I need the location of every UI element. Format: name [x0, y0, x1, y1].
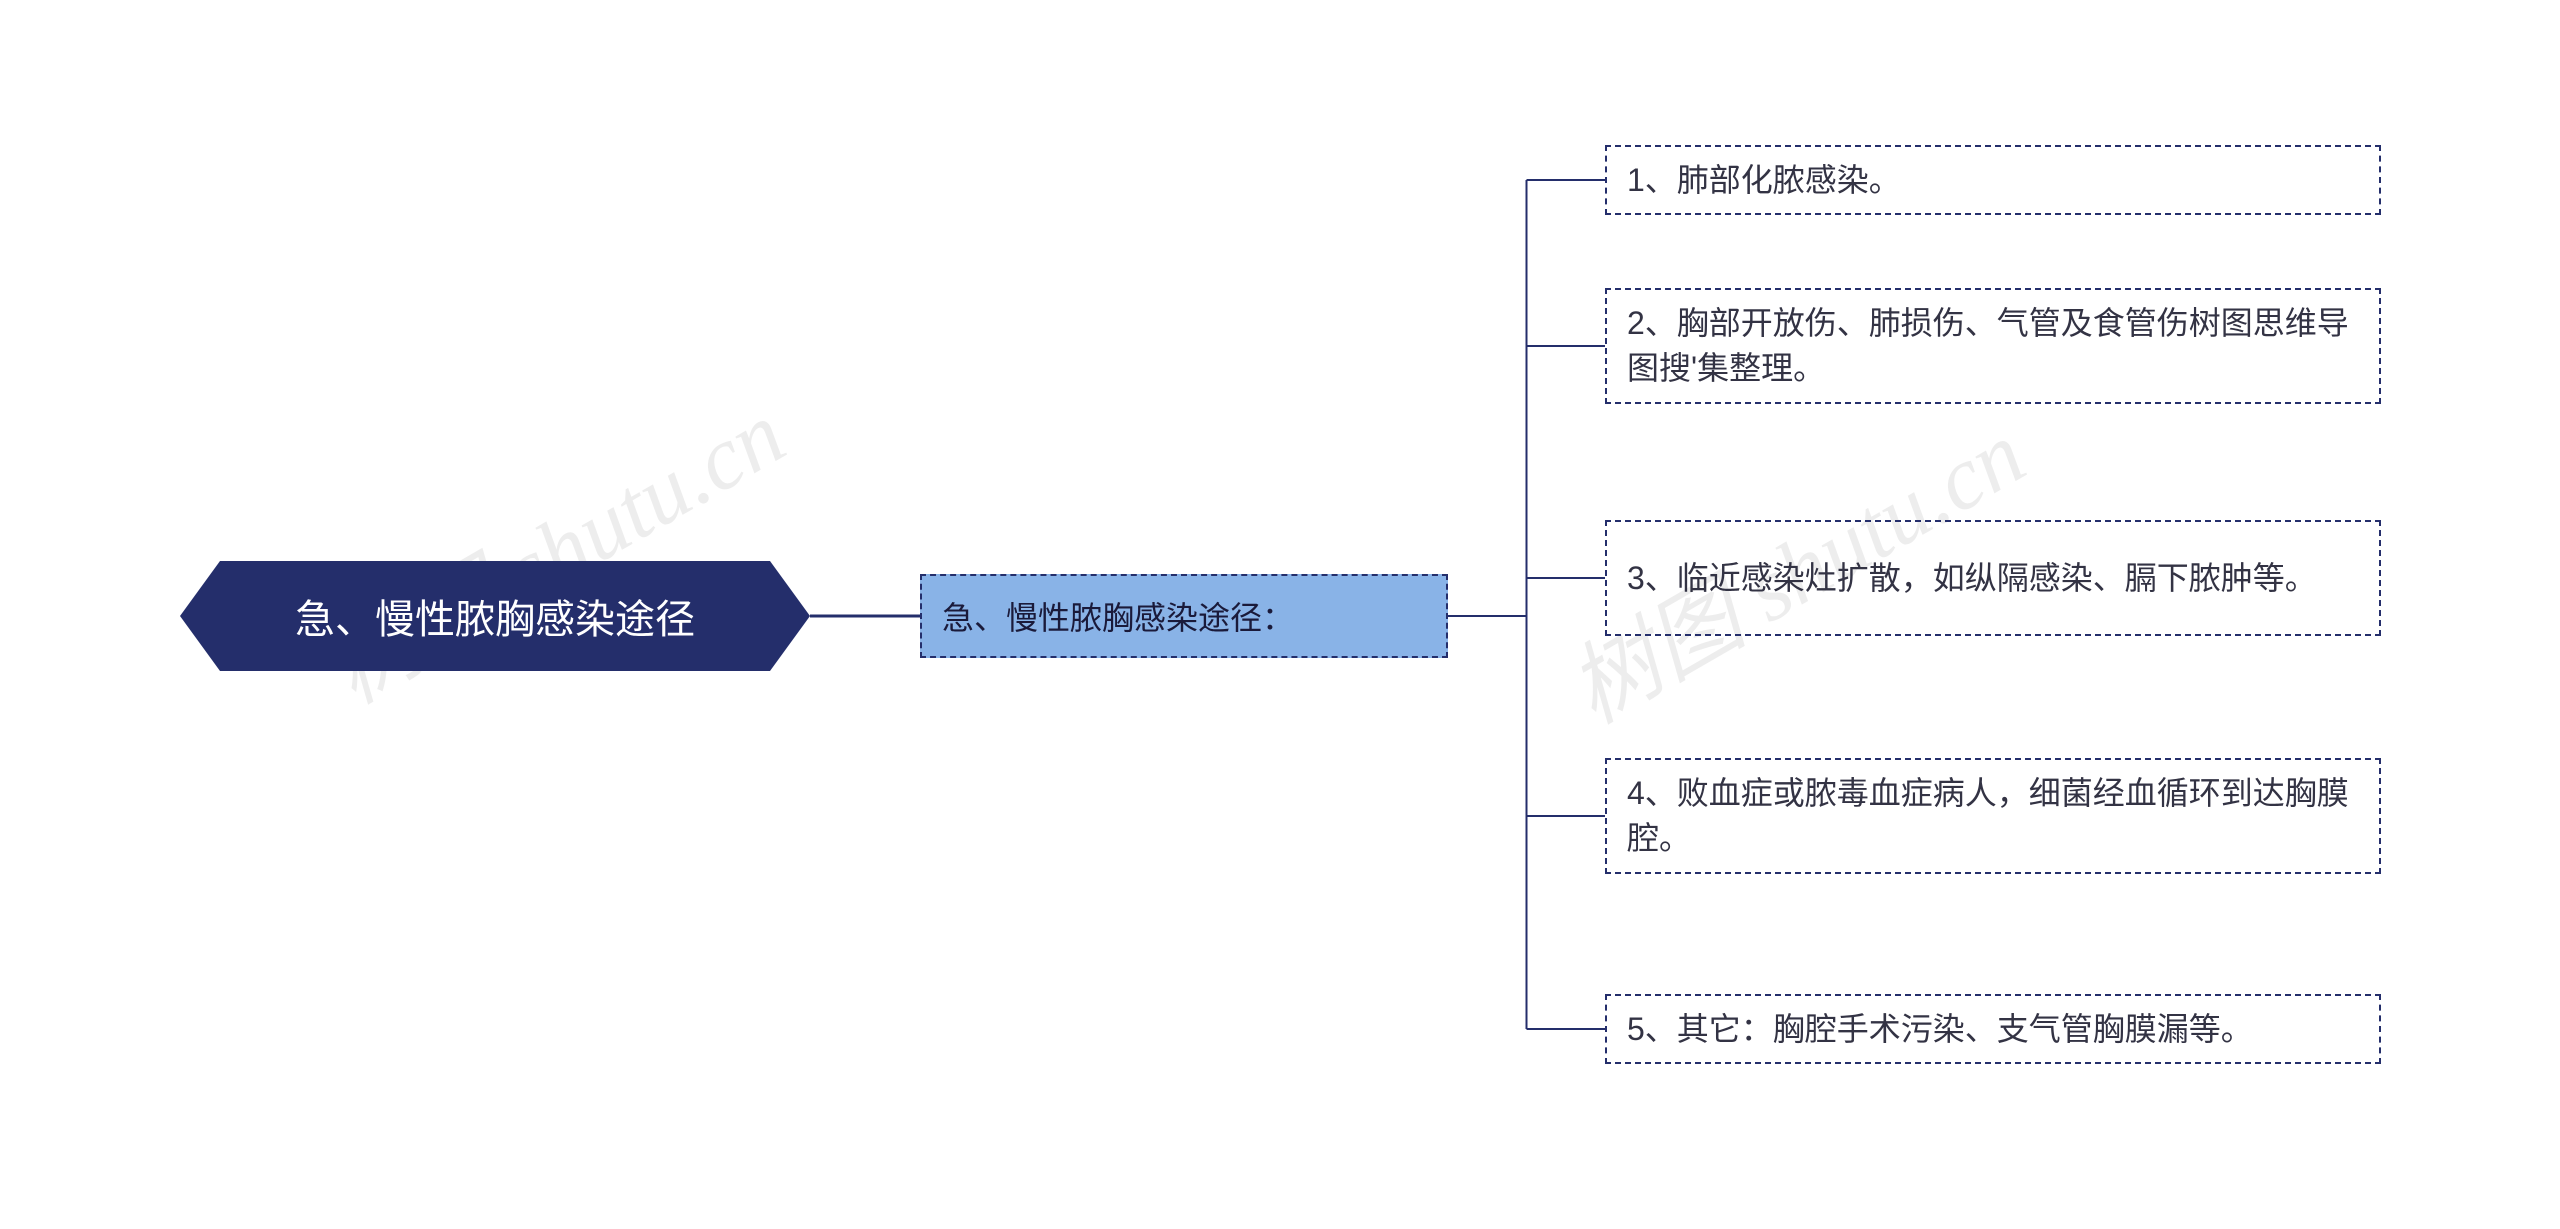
leaf-label: 5、其它：胸腔手术污染、支气管胸膜漏等。 — [1627, 1007, 2253, 1052]
leaf-node: 5、其它：胸腔手术污染、支气管胸膜漏等。 — [1605, 994, 2381, 1064]
leaf-node: 4、败血症或脓毒血症病人，细菌经血循环到达胸膜腔。 — [1605, 758, 2381, 874]
leaf-label: 1、肺部化脓感染。 — [1627, 158, 1901, 203]
leaf-label: 3、临近感染灶扩散，如纵隔感染、膈下脓肿等。 — [1627, 556, 2317, 601]
watermark: 树图 shutu.cn — [301, 362, 803, 727]
leaf-node: 2、胸部开放伤、肺损伤、气管及食管伤树图思维导图搜'集整理。 — [1605, 288, 2381, 404]
root-node: 急、慢性脓胸感染途径 — [180, 561, 810, 671]
mindmap-canvas: 树图 shutu.cn 树图 shutu.cn 急、慢性脓胸感染途径 急、慢性脓… — [0, 0, 2560, 1229]
root-label: 急、慢性脓胸感染途径 — [295, 587, 695, 645]
leaf-label: 2、胸部开放伤、肺损伤、气管及食管伤树图思维导图搜'集整理。 — [1627, 301, 2359, 391]
leaf-label: 4、败血症或脓毒血症病人，细菌经血循环到达胸膜腔。 — [1627, 771, 2359, 861]
leaf-node: 1、肺部化脓感染。 — [1605, 145, 2381, 215]
leaf-node: 3、临近感染灶扩散，如纵隔感染、膈下脓肿等。 — [1605, 520, 2381, 636]
mid-label: 急、慢性脓胸感染途径： — [942, 593, 1294, 639]
mid-node: 急、慢性脓胸感染途径： — [920, 574, 1448, 658]
